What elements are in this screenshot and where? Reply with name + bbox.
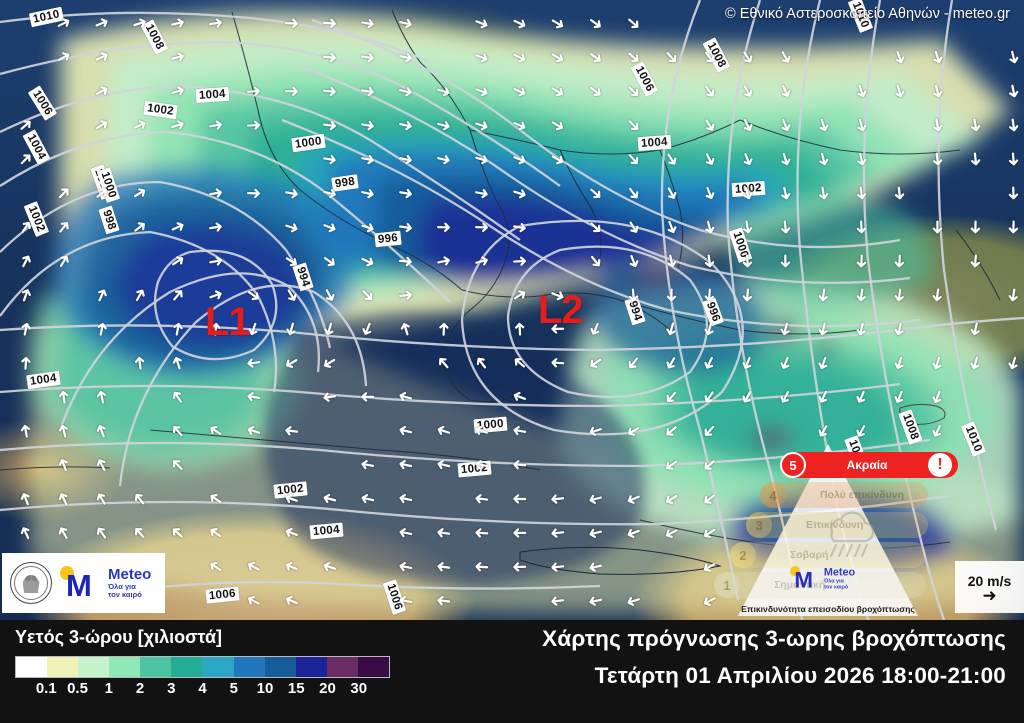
meteo-tagline-line2: τον καιρό xyxy=(108,591,151,599)
colorbar-swatch-7 xyxy=(234,657,265,677)
colorbar-tick-2: 2 xyxy=(136,680,144,697)
colorbar-tick-20: 20 xyxy=(319,680,336,697)
wind-scale-arrow-icon: ➜ xyxy=(982,591,996,601)
colorbar-tick-4: 4 xyxy=(198,680,206,697)
colorbar-title: Υετός 3-ώρου [χιλιοστά] xyxy=(15,627,222,648)
colorbar-strip xyxy=(15,656,390,678)
colorbar-tick-15: 15 xyxy=(288,680,305,697)
map-canvas[interactable]: 1010100810061004100210009981000998996994… xyxy=(0,0,1024,620)
colorbar-swatch-1 xyxy=(47,657,78,677)
colorbar-tick-3: 3 xyxy=(167,680,175,697)
colorbar-tick-30: 30 xyxy=(350,680,367,697)
colorbar-tick-1: 1 xyxy=(105,680,113,697)
pyramid-meteo-logo: M Meteo Όλα για τον καιρό xyxy=(790,566,855,590)
colorbar-swatch-3 xyxy=(109,657,140,677)
colorbar-swatch-9 xyxy=(296,657,327,677)
colorbar-swatch-4 xyxy=(140,657,171,677)
rain-cloud-icon xyxy=(816,506,880,563)
colorbar-swatch-8 xyxy=(265,657,296,677)
risk-level-5-active: 5 Ακραία ! xyxy=(780,452,958,478)
map-title: Χάρτης πρόγνωσης 3-ωρης βροχόπτωσης xyxy=(406,626,1006,652)
low-pressure-l1: L1 xyxy=(205,300,250,345)
colorbar-swatch-0 xyxy=(16,657,47,677)
map-title-block: Χάρτης πρόγνωσης 3-ωρης βροχόπτωσης Τετά… xyxy=(406,626,1006,689)
colorbar-swatch-11 xyxy=(358,657,389,677)
risk-pyramid-legend: 1 Σημαντική 2 Σοβαρή 3 Επικίνδυνη 4 Πολύ… xyxy=(738,444,918,616)
colorbar-tick-10: 10 xyxy=(257,680,274,697)
wind-scale-legend: 20 m/s ➜ xyxy=(955,561,1024,613)
meteo-logo: M Meteo Όλα για τον καιρό xyxy=(60,566,151,600)
risk-level-1-number: 1 xyxy=(714,572,740,598)
meteo-mark-icon: M xyxy=(60,566,104,600)
publisher-logo-box: M Meteo Όλα για τον καιρό xyxy=(2,553,165,613)
pyramid-caption: Επικινδυνότητα επεισοδίου βροχόπτωσης xyxy=(728,604,928,614)
map-date: Τετάρτη 01 Απριλίου 2026 18:00-21:00 xyxy=(406,663,1006,689)
risk-level-2-number: 2 xyxy=(730,542,756,568)
weather-map-page: 1010100810061004100210009981000998996994… xyxy=(0,0,1024,723)
warning-exclamation-icon: ! xyxy=(928,453,952,477)
copyright-text: © Εθνικό Αστεροσκοπείο Αθηνών - meteo.gr xyxy=(725,6,1010,22)
colorbar-swatch-6 xyxy=(202,657,233,677)
colorbar-swatch-5 xyxy=(171,657,202,677)
colorbar-tick-5: 5 xyxy=(230,680,238,697)
bottom-bar: Υετός 3-ώρου [χιλιοστά] 0.1 0.5 1 2 3 4 5 10 15 2… xyxy=(0,620,1024,723)
colorbar-tick-0.1: 0.1 xyxy=(36,680,57,697)
risk-level-4: 4 Πολύ επικίνδυνη xyxy=(760,482,928,508)
meteo-logo-name: Meteo xyxy=(108,567,151,583)
colorbar-tick-labels: 0.1 0.5 1 2 3 4 5 10 15 20 30 xyxy=(15,680,390,704)
colorbar-swatch-10 xyxy=(327,657,358,677)
observatory-seal-icon xyxy=(10,562,52,604)
risk-level-4-number: 4 xyxy=(760,482,786,508)
risk-level-4-label: Πολύ επικίνδυνη xyxy=(786,489,904,501)
pyramid-meteo-tagline2: τον καιρό xyxy=(824,584,855,590)
risk-level-5-number: 5 xyxy=(780,452,806,478)
low-pressure-l2: L2 xyxy=(538,288,583,333)
pyramid-meteo-mark-icon: M xyxy=(790,566,822,590)
colorbar-tick-0.5: 0.5 xyxy=(67,680,88,697)
risk-level-3-number: 3 xyxy=(746,512,772,538)
risk-level-5-label: Ακραία xyxy=(806,458,928,472)
colorbar-swatch-2 xyxy=(78,657,109,677)
